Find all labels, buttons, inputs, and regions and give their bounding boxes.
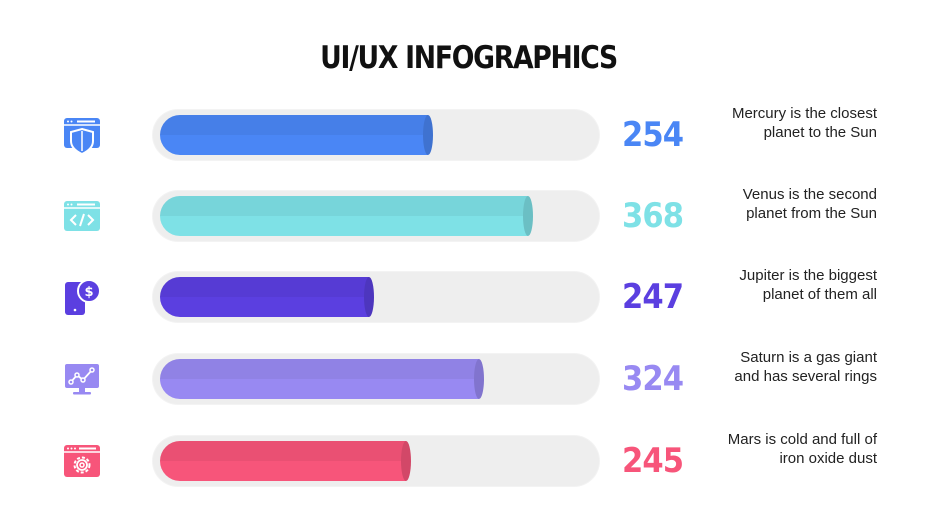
bar-track bbox=[153, 272, 599, 322]
value-label: 245 bbox=[622, 441, 684, 481]
bar-track bbox=[153, 110, 599, 160]
code-window-icon bbox=[64, 201, 100, 231]
chart-row-jupiter: $ 247 Jupiter is the biggest planet of th… bbox=[0, 267, 937, 323]
bar-track bbox=[153, 436, 599, 486]
description: Jupiter is the biggest planet of them all bbox=[739, 267, 877, 303]
description: Venus is the second planet from the Sun bbox=[742, 186, 877, 222]
description: Mars is cold and full of iron oxide dust bbox=[727, 431, 877, 467]
monitor-analytics-icon bbox=[65, 364, 99, 395]
bar-fill bbox=[160, 277, 374, 317]
chart-row-mars: 245 Mars is cold and full of iron oxide d… bbox=[0, 431, 937, 487]
bar-track bbox=[153, 354, 599, 404]
svg-text:$: $ bbox=[84, 285, 93, 300]
bar-fill bbox=[160, 441, 411, 481]
mobile-payment-icon: $ bbox=[65, 279, 101, 315]
bar-track bbox=[153, 191, 599, 241]
chart-row-mercury: 254 Mercury is the closest planet to the … bbox=[0, 105, 937, 161]
description: Mercury is the closest planet to the Sun bbox=[731, 105, 877, 141]
page-title: UI/UX INFOGRAPHICS bbox=[320, 40, 618, 76]
description: Saturn is a gas giant and has several rin… bbox=[734, 349, 877, 385]
chart-row-saturn: 324 Saturn is a gas giant and has several… bbox=[0, 349, 937, 405]
browser-settings-icon bbox=[64, 445, 100, 477]
bar-fill bbox=[160, 196, 533, 236]
value-label: 247 bbox=[622, 277, 684, 317]
chart-row-venus: 368 Venus is the second planet from the S… bbox=[0, 186, 937, 242]
bar-fill bbox=[160, 359, 484, 399]
value-label: 368 bbox=[622, 196, 684, 236]
browser-shield-icon bbox=[64, 118, 100, 155]
value-label: 254 bbox=[622, 115, 684, 155]
value-label: 324 bbox=[622, 359, 684, 399]
bar-fill bbox=[160, 115, 433, 155]
